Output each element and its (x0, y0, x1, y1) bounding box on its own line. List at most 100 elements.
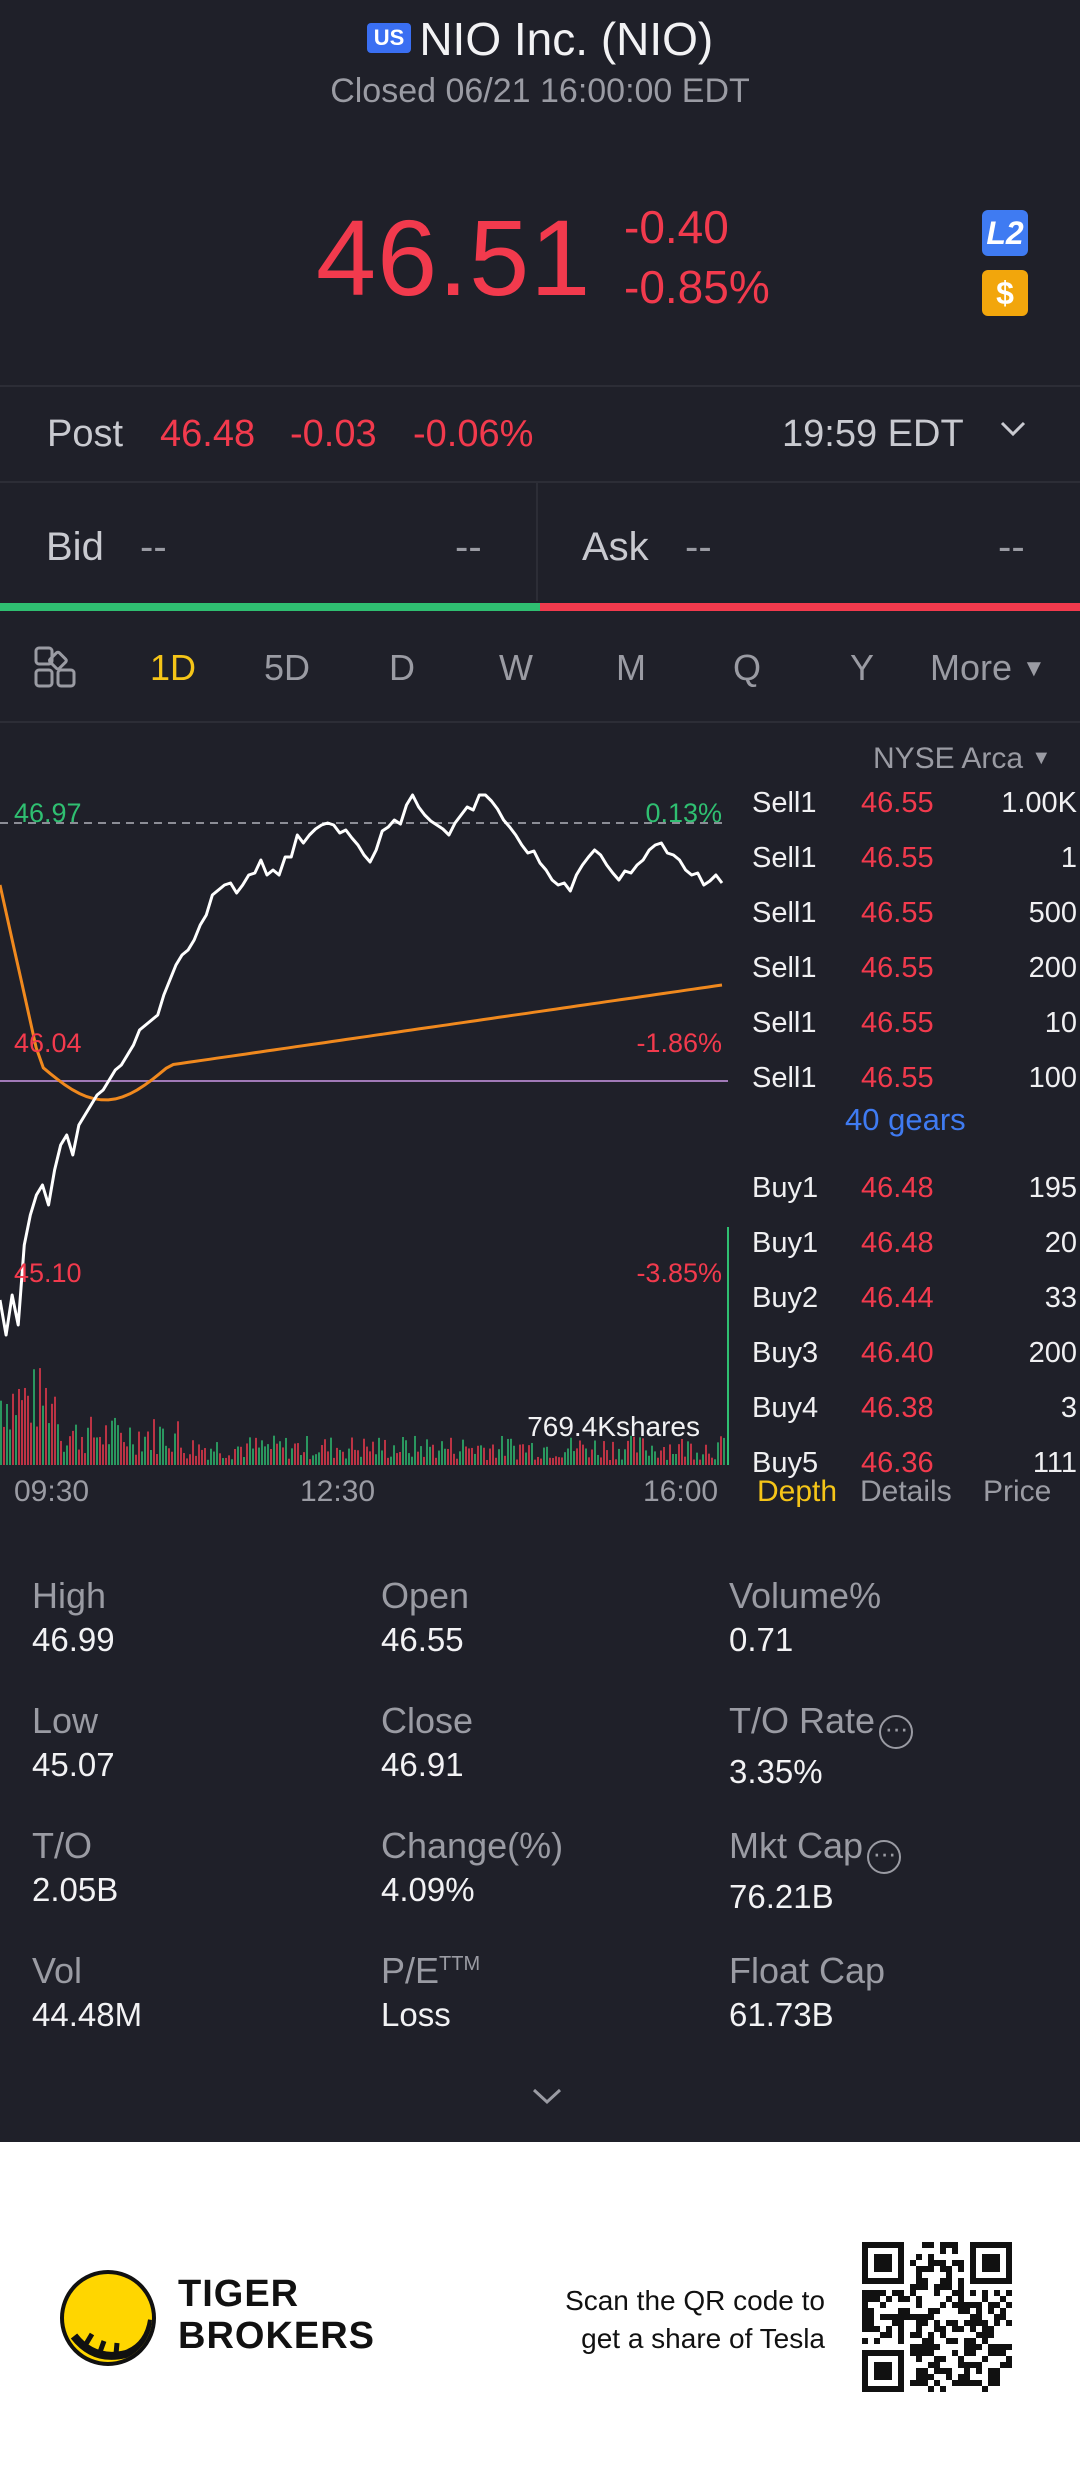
stat-value: 44.48M (32, 1996, 143, 2033)
stat-volume-pct: Volume% 0.71 (729, 1575, 1069, 1659)
book-price: 46.55 (861, 897, 934, 929)
tab-d[interactable]: D (389, 647, 415, 688)
tab-1d[interactable]: 1D (150, 647, 197, 688)
stock-name: NIO Inc. (NIO) (419, 13, 714, 65)
intraday-chart[interactable]: 46.97 0.13% 46.04 -1.86% 45.10 -3.85% 76… (0, 725, 730, 1525)
gears-link[interactable]: 40 gears (845, 1102, 966, 1137)
stat-value: 4.09% (381, 1871, 475, 1908)
book-side: Buy2 (752, 1282, 819, 1314)
post-time: 19:59 EDT (782, 413, 964, 455)
post-change: -0.03 (290, 413, 377, 455)
quote-header: US NIO Inc. (NIO) Closed 06/21 16:00:00 E… (0, 0, 1080, 385)
tab-more[interactable]: More ▼ (930, 647, 1046, 689)
book-side: Sell1 (752, 842, 817, 874)
mid-pct-label: -1.86% (636, 1028, 722, 1058)
stat-value: 0.71 (729, 1621, 794, 1658)
stat-mkt-cap: Mkt Cap ··· 76.21B (729, 1825, 1069, 1916)
book-row[interactable]: Buy1 46.48 195 (743, 1172, 1080, 1212)
stat-label-sup: TTM (439, 1953, 481, 1975)
book-side: Buy1 (752, 1227, 819, 1259)
chevron-down-icon[interactable] (998, 409, 1028, 458)
exchange-selector[interactable]: NYSE Arca ▼ (873, 742, 1051, 776)
book-row[interactable]: Sell1 46.55 1.00K (743, 787, 1080, 827)
market-status: Closed 06/21 16:00:00 EDT (330, 72, 750, 110)
stat-high: High 46.99 (32, 1575, 372, 1659)
tab-5d[interactable]: 5D (264, 647, 311, 688)
bid-label: Bid (46, 525, 104, 569)
tab-q[interactable]: Q (733, 647, 762, 688)
book-side: Buy4 (752, 1392, 819, 1424)
book-row[interactable]: Buy2 46.44 33 (743, 1282, 1080, 1322)
book-qty: 33 (1044, 1282, 1077, 1314)
bid-ratio-bar (0, 603, 540, 611)
book-row[interactable]: Buy5 46.36 111 (743, 1447, 1080, 1487)
stat-pe: P/ETTM Loss (381, 1950, 721, 2034)
book-qty: 500 (1028, 897, 1077, 929)
stock-title: US NIO Inc. (NIO) (0, 12, 1080, 66)
book-price: 46.38 (861, 1392, 934, 1424)
more-info-icon[interactable]: ··· (867, 1840, 902, 1874)
tab-more-label: More (930, 647, 1013, 688)
tab-m[interactable]: M (616, 647, 646, 688)
stat-label: Float Cap (729, 1950, 886, 1991)
stat-label: Open (381, 1575, 470, 1616)
post-market-row[interactable]: Post 46.48 -0.03 -0.06% 19:59 EDT (0, 385, 1080, 483)
stat-label: P/E (381, 1950, 440, 1991)
book-row[interactable]: Buy3 46.40 200 (743, 1337, 1080, 1377)
book-price: 46.55 (861, 952, 934, 984)
more-info-icon[interactable]: ··· (879, 1715, 914, 1749)
stat-value: Loss (381, 1996, 451, 2033)
stat-to-rate: T/O Rate ··· 3.35% (729, 1700, 1069, 1791)
ask-ratio-bar (540, 603, 1080, 611)
bid-ask-panel: Bid -- -- Ask -- -- (0, 483, 1080, 613)
stat-label: High (32, 1575, 107, 1616)
book-qty: 1.00K (1001, 787, 1077, 819)
book-row[interactable]: Buy1 46.48 20 (743, 1227, 1080, 1267)
ask-box: Ask -- -- (540, 483, 1080, 601)
us-market-badge: US (366, 23, 412, 53)
stat-label: Vol (32, 1950, 83, 1991)
tab-y[interactable]: Y (850, 647, 875, 688)
tab-details[interactable]: Details (860, 1475, 952, 1508)
stat-value: 46.99 (32, 1621, 115, 1658)
post-change-percent: -0.06% (413, 413, 534, 455)
book-row[interactable]: Sell1 46.55 100 (743, 1062, 1080, 1102)
ask-label: Ask (582, 525, 649, 569)
tab-depth[interactable]: Depth (757, 1475, 838, 1508)
stat-value: 76.21B (729, 1878, 834, 1915)
bid-size: -- (455, 525, 482, 569)
bid-box: Bid -- -- (0, 483, 538, 601)
caret-down-icon: ▼ (1022, 655, 1046, 682)
book-row[interactable]: Sell1 46.55 500 (743, 897, 1080, 937)
stat-low: Low 45.07 (32, 1700, 372, 1784)
stat-close: Close 46.91 (381, 1700, 721, 1784)
stats-panel: High 46.99 Open 46.55 Volume% 0.71 Low 45.07… (0, 1575, 1080, 2095)
book-row[interactable]: Sell1 46.55 1 (743, 842, 1080, 882)
stat-value: 46.55 (381, 1621, 464, 1658)
level2-badge-icon[interactable]: L2 (982, 210, 1028, 256)
stat-label: Change(%) (381, 1825, 564, 1866)
average-price-line (0, 884, 723, 1102)
stat-value: 45.07 (32, 1746, 115, 1783)
layout-grid-icon[interactable] (34, 646, 78, 690)
ask-price: -- (685, 525, 712, 569)
book-price: 46.48 (861, 1172, 934, 1204)
bid-price: -- (140, 525, 167, 569)
book-row[interactable]: Buy4 46.38 3 (743, 1392, 1080, 1432)
tab-price[interactable]: Price (983, 1475, 1052, 1508)
book-side: Sell1 (752, 952, 817, 984)
book-row[interactable]: Sell1 46.55 200 (743, 952, 1080, 992)
ask-size: -- (998, 525, 1025, 569)
book-qty: 200 (1028, 952, 1077, 984)
post-label: Post (47, 413, 124, 455)
book-row[interactable]: Sell1 46.55 10 (743, 1007, 1080, 1047)
stat-float-cap: Float Cap 61.73B (729, 1950, 1069, 2034)
tab-w[interactable]: W (499, 647, 533, 688)
share-footer: TIGER BROKERS Scan the QR code to get a … (0, 2142, 1080, 2492)
book-price: 46.55 (861, 1007, 934, 1039)
book-side: Buy5 (752, 1447, 819, 1479)
currency-badge-icon[interactable]: $ (982, 270, 1028, 316)
low-pct-label: -3.85% (636, 1258, 722, 1288)
expand-chevron-icon[interactable] (530, 2075, 564, 2117)
book-price: 46.48 (861, 1227, 934, 1259)
